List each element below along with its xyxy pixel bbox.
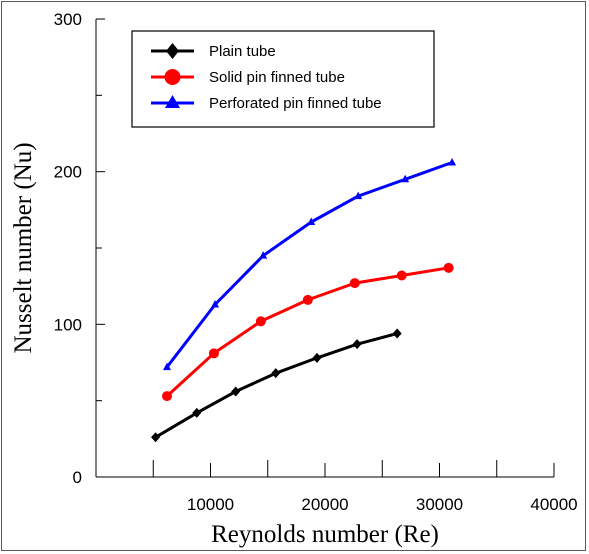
data-point-triangle [259,251,268,259]
legend-marker-diamond [166,43,179,59]
data-point-diamond [392,328,402,339]
data-point-circle [349,278,360,289]
data-point-triangle [211,299,220,308]
data-point-diamond [151,432,161,443]
data-point-circle [396,270,407,281]
legend-marker-triangle [165,95,180,108]
legend-label-plain-tube: Plain tube [209,43,276,60]
data-point-triangle [307,217,316,226]
legend-label-perforated-pin: Perforated pin finned tube [209,95,382,112]
series-line [165,161,453,369]
y-ticks: 0 100 200 300 [54,10,105,487]
x-axis-title: Reynolds number (Re) [211,521,439,548]
y-tick-label: 100 [54,315,82,334]
legend: Plain tube Solid pin finned tube Perfora… [131,30,435,128]
legend-entry-perforated-pin: Perforated pin finned tube [151,95,382,112]
data-point-diamond [312,352,322,363]
series-3 [162,158,457,371]
data-point-circle [161,391,172,402]
data-point-circle [443,262,454,273]
data-point-circle [255,316,266,327]
x-tick-label: 30000 [416,495,463,514]
legend-entry-solid-pin: Solid pin finned tube [151,69,345,86]
data-point-triangle [354,191,363,200]
data-point-triangle [401,174,410,183]
x-tick-label: 40000 [530,495,577,514]
data-point-triangle [162,362,171,371]
series-1 [151,328,402,443]
series-2 [161,262,454,402]
data-point-diamond [352,339,362,350]
x-tick-label: 10000 [187,495,234,514]
data-point-diamond [192,407,202,418]
legend-box [131,30,435,128]
x-ticks: 10000 20000 30000 40000 [152,460,578,514]
data-point-diamond [231,386,241,397]
y-tick-label: 200 [54,163,82,182]
axes: 0 100 200 300 10000 20000 30000 40000 [54,10,578,514]
legend-label-solid-pin: Solid pin finned tube [209,69,345,86]
data-point-circle [208,348,219,359]
data-point-triangle [448,158,457,166]
y-tick-label: 0 [73,468,82,487]
y-tick-label: 300 [54,10,82,29]
series-line [154,332,398,439]
data-point-diamond [271,368,281,379]
legend-entry-plain-tube: Plain tube [151,43,276,60]
series-layer [151,158,457,443]
legend-marker-circle [164,69,181,85]
series-line [165,266,449,398]
data-point-circle [302,294,313,305]
x-tick-label: 20000 [301,495,348,514]
y-axis-title: Nusselt number (Nu) [10,142,37,353]
